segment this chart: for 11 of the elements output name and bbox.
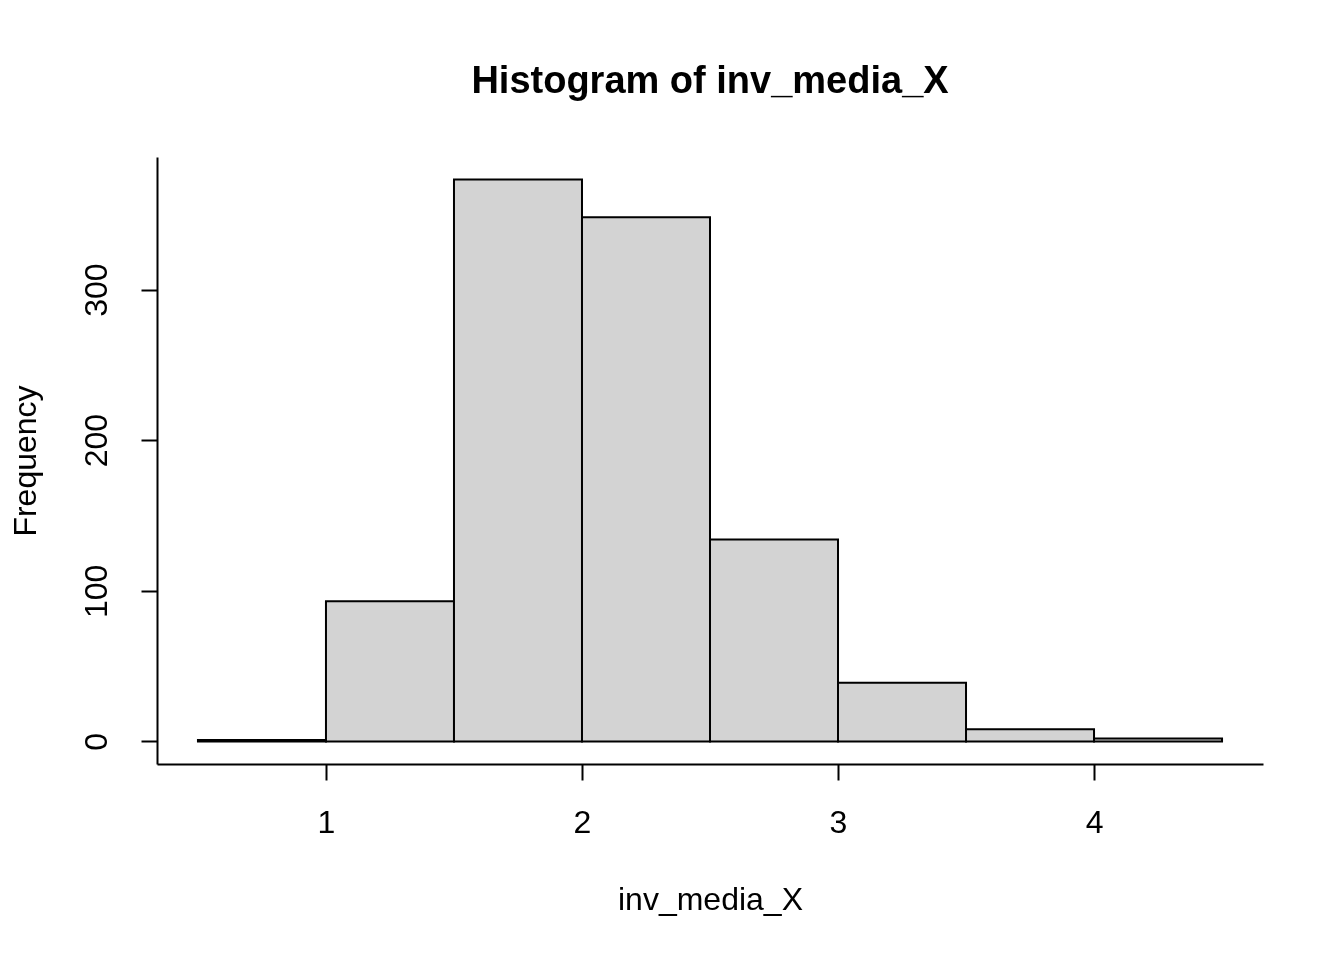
x-tick-label: 1 xyxy=(317,803,336,840)
x-axis-title: inv_media_X xyxy=(618,880,803,917)
x-tick-label: 4 xyxy=(1085,803,1104,840)
x-tick-label: 2 xyxy=(573,803,592,840)
y-tick-label: 0 xyxy=(77,733,114,751)
y-tick-label: 100 xyxy=(77,564,114,618)
x-tick-label: 3 xyxy=(829,803,848,840)
chart-title: Histogram of inv_media_X xyxy=(471,59,950,101)
y-tick-label: 200 xyxy=(77,413,114,468)
y-tick-label: 300 xyxy=(77,263,114,317)
y-axis-title: Frequency xyxy=(6,385,43,537)
